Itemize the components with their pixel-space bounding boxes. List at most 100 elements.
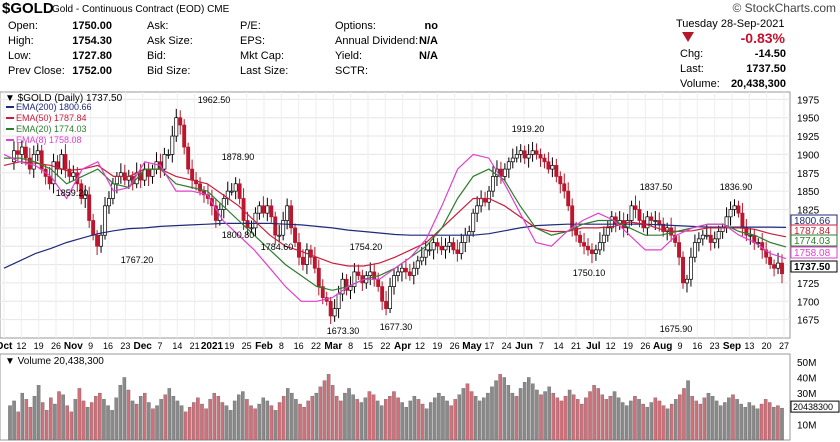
- candle-body: [186, 146, 191, 170]
- volume-bar: [698, 403, 703, 441]
- candle-body: [332, 308, 337, 317]
- col1-label: High:: [8, 35, 34, 47]
- volume-bar: [28, 407, 33, 441]
- volume-bar: [388, 396, 392, 441]
- volume-bar: [126, 389, 131, 441]
- volume-last-label: 20438300: [793, 402, 833, 412]
- volume-bar: [776, 405, 780, 441]
- volume-bar: [16, 411, 20, 441]
- col2-label: Bid Size:: [147, 65, 191, 77]
- volume-bar: [547, 386, 551, 441]
- volume-bar: [453, 399, 457, 441]
- candle-body: [475, 205, 480, 214]
- volume-bar: [396, 397, 400, 441]
- price-annotation: 1784.60: [261, 242, 294, 252]
- description: Gold - Continuous Contract (EOD) CME: [52, 4, 229, 15]
- date-tick-label: Feb: [255, 341, 273, 352]
- volume-bar: [482, 397, 486, 441]
- price-annotation: 1750.10: [573, 268, 606, 278]
- price-annotation: 1673.30: [327, 326, 360, 336]
- volume-bar: [359, 402, 364, 441]
- candle-body: [673, 234, 678, 243]
- candle-body: [633, 205, 638, 210]
- date-tick-label: 17: [484, 341, 494, 351]
- price-tick-label: 1875: [797, 169, 820, 180]
- volume-bar: [486, 392, 490, 441]
- candle-body: [277, 234, 282, 237]
- volume-bar: [265, 400, 270, 441]
- col4-value: N/A: [419, 50, 438, 62]
- date-tick-label: 26: [450, 341, 460, 351]
- candle-body: [423, 249, 428, 258]
- volume-bar: [8, 405, 12, 441]
- volume-bar: [657, 400, 662, 441]
- date-tick-label: 12: [16, 341, 26, 351]
- candle-body: [459, 242, 464, 254]
- price-panel-frame: [0, 91, 791, 339]
- candle-body: [629, 205, 634, 221]
- candle-body: [229, 190, 234, 193]
- volume-bar: [714, 400, 719, 441]
- last-value-label: 1774.03: [794, 236, 831, 247]
- candle-body: [170, 135, 175, 155]
- date-tick-label: 16: [692, 341, 702, 351]
- volume-bar: [502, 377, 506, 441]
- volume-bar: [759, 403, 764, 441]
- date-tick-label: Oct: [0, 341, 13, 352]
- volume-bar: [351, 394, 355, 441]
- col1-value: 1752.00: [72, 65, 112, 77]
- candle-body: [312, 256, 317, 269]
- candle-body: [514, 154, 519, 159]
- candle-body: [411, 267, 416, 276]
- date-tick-label: 26: [51, 341, 61, 351]
- watermark: © StockCharts.com: [732, 1, 836, 15]
- volume-bar: [110, 410, 114, 441]
- volume-bar: [183, 411, 188, 441]
- volume-bar: [412, 396, 417, 441]
- volume-bar: [596, 388, 600, 441]
- volume-bar: [118, 385, 123, 441]
- candle-body: [756, 242, 761, 244]
- candle-body: [154, 161, 159, 170]
- candle-body: [35, 150, 40, 155]
- volume-bar: [408, 400, 413, 441]
- date-tick-label: 14: [172, 341, 182, 351]
- candle-body: [174, 117, 179, 137]
- volume-bar: [212, 392, 216, 441]
- volume-bar: [343, 392, 347, 441]
- date-tick-label: Apr: [394, 341, 411, 352]
- candle-body: [39, 150, 44, 170]
- last-value-box: [790, 246, 838, 259]
- date-tick-label: 22: [311, 341, 321, 351]
- candle-body: [463, 234, 468, 243]
- candle-body: [780, 262, 784, 275]
- volume-bar: [780, 407, 784, 441]
- volume-bar: [588, 391, 592, 441]
- volume-bar: [584, 397, 588, 441]
- volume-bar: [457, 394, 462, 441]
- candle-body: [518, 150, 523, 155]
- volume-bar: [200, 403, 204, 441]
- candle-body: [506, 161, 511, 170]
- candle-body: [526, 154, 531, 159]
- volume-bar: [20, 392, 25, 441]
- col4-value: no: [424, 20, 438, 32]
- candle-body: [502, 168, 507, 177]
- candle-body: [578, 234, 583, 243]
- candle-body: [348, 286, 353, 291]
- candle-body: [744, 227, 749, 236]
- candle-body: [491, 176, 495, 192]
- volume-bar: [130, 400, 135, 441]
- down-arrow-icon: [682, 32, 694, 42]
- date-tick-label: May: [462, 341, 482, 352]
- volume-bar: [187, 407, 192, 441]
- candle-body: [23, 146, 28, 159]
- volume-bar: [645, 407, 649, 441]
- candle-body: [273, 216, 278, 236]
- date-tick-label: 19: [224, 341, 234, 351]
- candle-body: [419, 256, 424, 262]
- candle-body: [605, 227, 610, 236]
- candle-body: [91, 220, 96, 236]
- volume-bar: [241, 391, 245, 441]
